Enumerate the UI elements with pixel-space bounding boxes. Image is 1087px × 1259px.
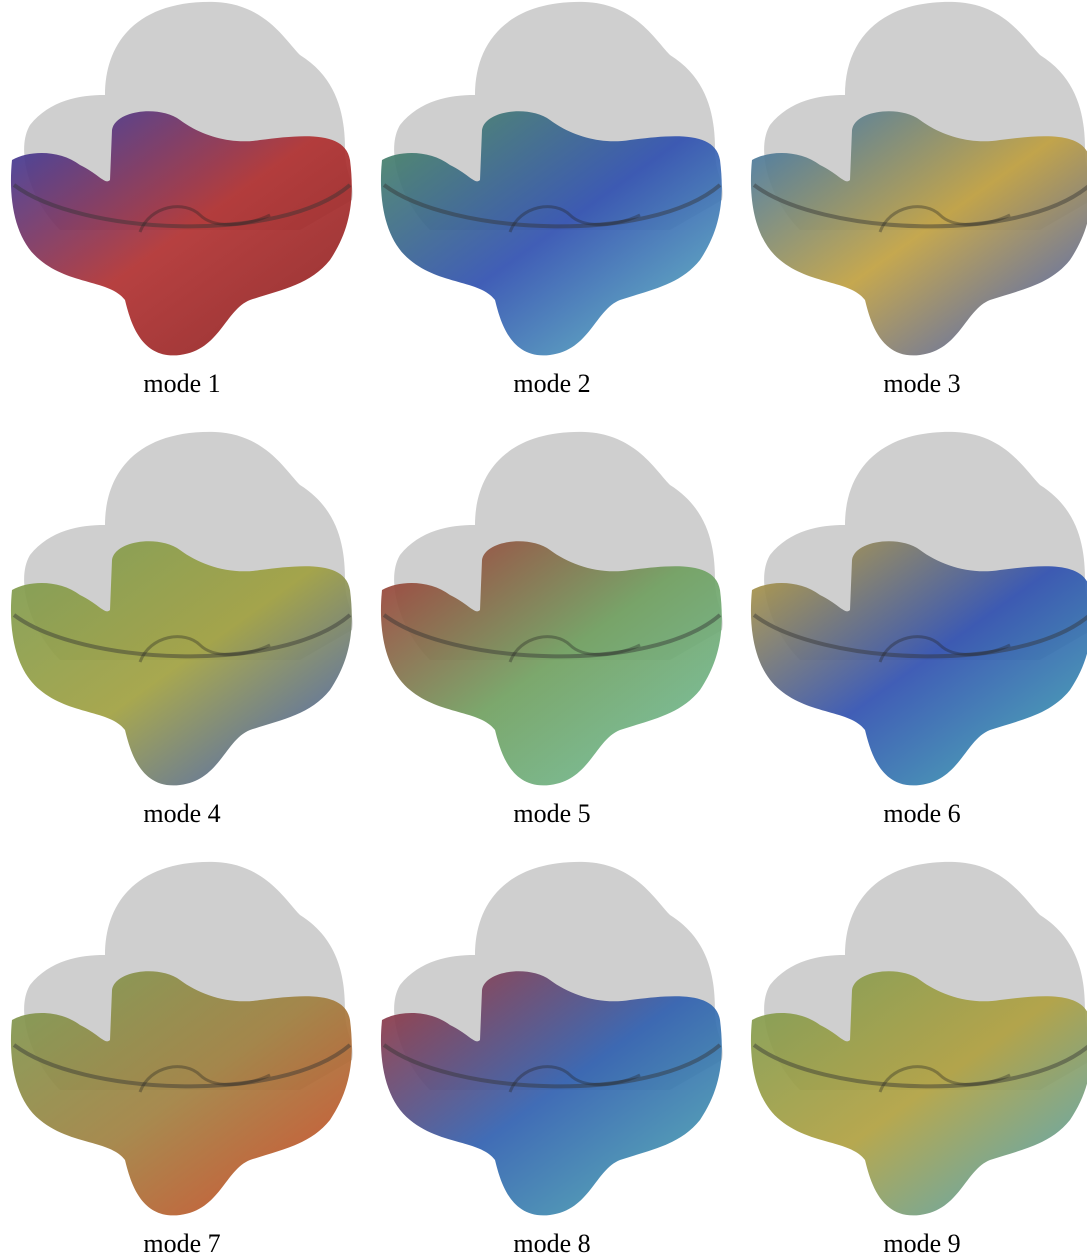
caption: mode 3 xyxy=(883,369,960,398)
mode-render xyxy=(380,861,723,1216)
mode-render xyxy=(750,1,1087,356)
mode-render xyxy=(750,431,1087,786)
caption: mode 7 xyxy=(143,1229,220,1258)
caption: mode 9 xyxy=(883,1229,960,1258)
caption: mode 1 xyxy=(143,369,220,398)
mode-render xyxy=(10,1,353,356)
caption: mode 2 xyxy=(513,369,590,398)
caption: mode 4 xyxy=(143,799,220,828)
caption: mode 5 xyxy=(513,799,590,828)
mode-render xyxy=(380,1,723,356)
mode-render xyxy=(10,861,353,1216)
mode-render xyxy=(750,861,1087,1216)
mode-render xyxy=(380,431,723,786)
mode-render xyxy=(10,431,353,786)
caption: mode 6 xyxy=(883,799,960,828)
caption: mode 8 xyxy=(513,1229,590,1258)
